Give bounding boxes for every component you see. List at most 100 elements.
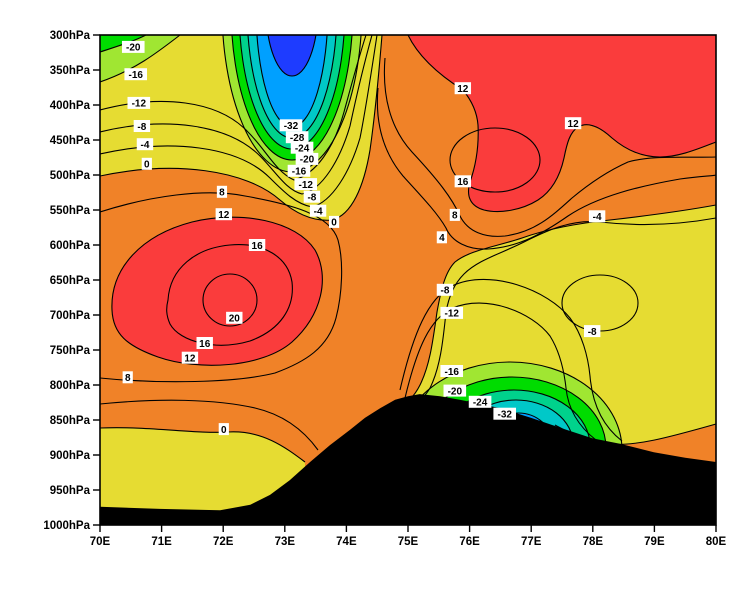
x-axis-label: 80E bbox=[706, 536, 727, 548]
contour-line bbox=[231, 35, 353, 161]
contour-label: 0 bbox=[144, 160, 150, 171]
contour-label-bg bbox=[248, 239, 266, 251]
contour-label-bg bbox=[309, 204, 327, 217]
contour-label-bg bbox=[287, 164, 311, 177]
contour-label: 16 bbox=[457, 177, 469, 188]
contour-label-bg bbox=[218, 423, 229, 436]
contour-label-bg bbox=[468, 395, 492, 408]
contour-label: 0 bbox=[221, 425, 227, 436]
contour-label: -24 bbox=[295, 144, 310, 155]
contour-label-bg bbox=[440, 306, 464, 319]
contour-label: 8 bbox=[219, 188, 225, 199]
fill-red-upper-right bbox=[408, 35, 716, 212]
x-axis-label: 76E bbox=[459, 536, 480, 548]
y-axis-label: 350hPa bbox=[50, 65, 91, 77]
contour-label-bg bbox=[564, 117, 582, 130]
contour-label: -20 bbox=[126, 43, 141, 54]
terrain-silhouette bbox=[100, 394, 716, 525]
contour-label: -8 bbox=[307, 193, 316, 204]
x-axis-label: 78E bbox=[583, 536, 604, 548]
contour-label-bg bbox=[122, 371, 133, 384]
contour-line bbox=[383, 57, 716, 237]
contour-label-bg bbox=[285, 131, 309, 144]
contour-label: 12 bbox=[218, 210, 230, 221]
contour-label: 16 bbox=[199, 339, 211, 350]
contour-line bbox=[406, 217, 716, 410]
contour-label-bg bbox=[226, 311, 243, 324]
contour-label: -4 bbox=[314, 207, 323, 218]
fill-red-left bbox=[111, 217, 323, 366]
contour-label-bg bbox=[436, 231, 447, 244]
contour-label: -32 bbox=[284, 121, 299, 132]
contour-label-bg bbox=[141, 157, 152, 170]
y-axis-label: 650hPa bbox=[50, 275, 91, 287]
contour-label-bg bbox=[454, 175, 472, 188]
contour-label: 16 bbox=[252, 241, 264, 252]
contour-label-bg bbox=[279, 119, 303, 132]
contour-line bbox=[449, 127, 541, 193]
contour-label: 8 bbox=[125, 373, 131, 384]
x-axis-label: 73E bbox=[275, 536, 296, 548]
x-axis-label: 72E bbox=[213, 536, 234, 548]
contour-label-bg bbox=[124, 68, 148, 81]
contour-label: -16 bbox=[292, 167, 307, 178]
x-axis-label: 70E bbox=[90, 536, 111, 548]
contour-label: -16 bbox=[445, 367, 460, 378]
contour-label-bg bbox=[454, 82, 472, 95]
y-axis-label: 700hPa bbox=[50, 310, 91, 322]
y-axis: 300hPa 350hPa 400hPa 450hPa 500hPa 550hPa 600h… bbox=[43, 30, 100, 532]
contour-label: -16 bbox=[129, 70, 144, 81]
contour-label: -12 bbox=[445, 309, 460, 320]
contour-line bbox=[404, 302, 597, 441]
y-axis-label: 450hPa bbox=[50, 135, 91, 147]
contour-label: 20 bbox=[229, 314, 241, 325]
x-axis-label: 79E bbox=[644, 536, 665, 548]
plot-area: -20-16-12-8-40-32-28-24-20-16-12-8-40121… bbox=[100, 35, 716, 525]
x-axis-label: 71E bbox=[151, 536, 172, 548]
contour-label-bg bbox=[181, 351, 199, 364]
contour-label: 0 bbox=[331, 218, 337, 229]
contour-label-bg bbox=[436, 283, 454, 296]
contour-label: -4 bbox=[593, 212, 602, 223]
contour-label-bg bbox=[216, 185, 228, 198]
contour-line bbox=[407, 35, 716, 213]
x-axis-label: 74E bbox=[336, 536, 357, 548]
contour-label: -4 bbox=[141, 140, 150, 151]
y-axis-label: 950hPa bbox=[50, 485, 91, 497]
y-axis-label: 850hPa bbox=[50, 415, 91, 427]
contour-label: -8 bbox=[137, 122, 146, 133]
contour-line bbox=[100, 35, 181, 83]
contour-line bbox=[267, 35, 317, 77]
contour-label-bg bbox=[443, 384, 467, 397]
contour-line bbox=[397, 204, 716, 408]
contour-label-bg bbox=[294, 178, 318, 191]
contour-label-bg bbox=[136, 138, 154, 151]
contour-label: -32 bbox=[497, 410, 512, 421]
contour-label-bg bbox=[588, 210, 606, 223]
y-axis-label: 750hPa bbox=[50, 345, 91, 357]
contour-label-bg bbox=[215, 208, 233, 221]
contour-label: 4 bbox=[439, 233, 445, 244]
contour-label: -12 bbox=[132, 99, 147, 110]
y-axis-label: 300hPa bbox=[50, 30, 91, 42]
contour-label-bg bbox=[295, 152, 319, 165]
contour-line bbox=[111, 216, 323, 366]
contour-label-bg bbox=[583, 325, 601, 338]
y-axis-label: 600hPa bbox=[50, 240, 91, 252]
contour-label-bg bbox=[196, 337, 213, 349]
contour-label-bg bbox=[328, 215, 340, 228]
plot-frame bbox=[99, 34, 717, 526]
contour-line bbox=[166, 244, 293, 346]
contour-label-bg bbox=[440, 365, 464, 377]
x-axis-label: 77E bbox=[521, 536, 542, 548]
x-axis-label: 75E bbox=[398, 536, 419, 548]
y-axis-label: 900hPa bbox=[50, 450, 91, 462]
contour-label: 12 bbox=[568, 119, 580, 130]
y-axis-label: 400hPa bbox=[50, 100, 91, 112]
y-axis-label: 500hPa bbox=[50, 170, 91, 182]
x-axis: 70E 71E 72E 73E 74E 75E 76E 77E 78E 79E 80E bbox=[90, 525, 727, 548]
contour-label-bg bbox=[303, 190, 321, 203]
contour-label-bg bbox=[133, 120, 151, 132]
